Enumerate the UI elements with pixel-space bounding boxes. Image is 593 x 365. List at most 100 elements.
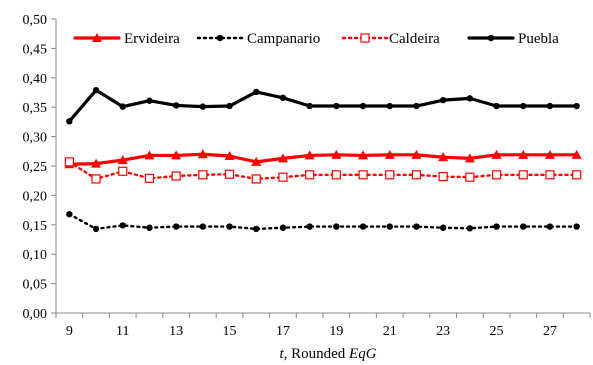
data-point — [573, 223, 580, 230]
x-axis-title: t, Rounded EqG — [279, 346, 376, 362]
data-point — [545, 170, 555, 180]
data-point — [520, 223, 527, 230]
data-point — [216, 34, 224, 42]
data-point — [251, 156, 262, 166]
y-tick-label: 0,35 — [23, 101, 48, 116]
y-tick-labels: 0,00 0,05 0,10 0,15 0,20 0,25 0,30 0,35 0,40 0,45… — [23, 13, 48, 322]
data-point — [91, 174, 101, 184]
data-point — [546, 223, 554, 230]
data-point — [199, 103, 207, 110]
data-point — [224, 151, 235, 161]
data-point — [573, 102, 580, 110]
data-point — [66, 211, 73, 218]
x-tick-label: 27 — [543, 324, 557, 339]
x-tick-label: 9 — [66, 324, 73, 339]
x-tick-label: 25 — [490, 324, 504, 339]
data-point — [413, 102, 420, 110]
data-point — [226, 102, 233, 110]
data-point — [279, 94, 287, 101]
data-point — [304, 150, 315, 160]
y-tick-label: 0,15 — [23, 219, 48, 234]
data-point — [144, 150, 155, 160]
data-point — [360, 33, 370, 43]
data-point — [279, 224, 287, 231]
data-point — [358, 150, 369, 160]
series-ervideira — [64, 149, 582, 169]
data-point — [464, 153, 475, 163]
series-line — [68, 213, 578, 231]
data-point — [199, 223, 207, 230]
data-point — [92, 33, 102, 42]
data-point — [411, 149, 422, 159]
y-tick-label: 0,45 — [23, 42, 48, 57]
data-point — [411, 170, 422, 180]
data-point — [251, 174, 261, 184]
series-campanario — [66, 211, 580, 233]
data-point — [172, 102, 180, 109]
data-point — [198, 170, 208, 180]
data-point — [386, 223, 393, 230]
y-tick-label: 0,10 — [23, 248, 48, 263]
data-point — [358, 170, 368, 180]
data-point — [171, 171, 181, 181]
legend-label-ervideira: Ervideira — [124, 31, 180, 47]
x-tick-label: 23 — [436, 324, 450, 339]
y-tick-label: 0,25 — [23, 160, 48, 175]
data-point — [64, 157, 74, 167]
data-point — [359, 223, 367, 230]
data-point — [119, 103, 126, 110]
legend: Ervideira Campanario Caldeira Puebla — [73, 31, 559, 47]
data-point — [278, 172, 288, 182]
data-point — [491, 170, 502, 180]
data-point — [544, 149, 555, 159]
x-tick-label: 15 — [223, 324, 237, 339]
data-point — [359, 102, 367, 110]
x-tick-label: 17 — [276, 324, 290, 339]
data-point — [91, 158, 102, 168]
data-point — [465, 172, 475, 182]
data-point — [197, 149, 208, 159]
data-point — [146, 224, 153, 231]
data-point — [493, 102, 500, 110]
series-puebla — [66, 86, 580, 125]
data-point — [331, 149, 342, 159]
series-layer — [64, 86, 582, 233]
data-point — [253, 225, 260, 233]
data-point — [466, 225, 474, 232]
series-line — [67, 152, 579, 166]
y-tick-label: 0,00 — [23, 307, 48, 322]
data-point — [413, 223, 420, 230]
data-point — [518, 170, 528, 180]
x-tick-labels: 9 11 13 15 17 19 21 23 25 27 — [66, 324, 557, 339]
data-point — [331, 170, 341, 180]
x-tick-label: 19 — [329, 324, 343, 339]
data-point — [119, 222, 126, 229]
data-point — [118, 166, 128, 176]
legend-label-puebla: Puebla — [518, 31, 559, 47]
axes — [51, 18, 591, 318]
data-point — [172, 223, 180, 230]
data-point — [571, 149, 582, 159]
data-point — [487, 34, 495, 42]
series-caldeira — [64, 157, 582, 184]
x-tick-label: 21 — [383, 324, 397, 339]
y-tick-label: 0,05 — [23, 278, 48, 293]
data-point — [520, 102, 527, 110]
data-point — [253, 88, 260, 96]
series-line — [67, 88, 579, 123]
y-tick-label: 0,30 — [23, 131, 48, 146]
data-point — [226, 223, 233, 230]
data-point — [466, 95, 474, 102]
y-tick-label: 0,50 — [23, 13, 48, 28]
y-tick-label: 0,40 — [23, 72, 48, 87]
legend-label-caldeira: Caldeira — [389, 31, 440, 47]
data-point — [146, 97, 153, 104]
data-point — [333, 102, 340, 110]
data-point — [306, 223, 313, 230]
data-point — [518, 149, 529, 159]
data-point — [439, 96, 447, 104]
x-tick-label: 13 — [169, 324, 183, 339]
data-point — [306, 102, 313, 110]
data-point — [384, 149, 395, 159]
